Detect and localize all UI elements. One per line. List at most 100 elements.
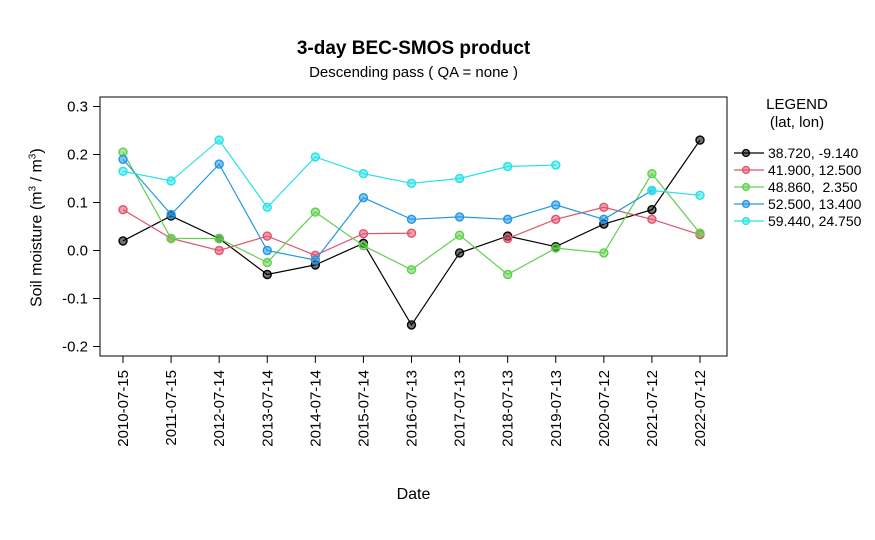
legend-line-marker-icon: [734, 182, 764, 191]
x-tick-label: 2019-07-13: [548, 370, 565, 447]
y-axis-label-text: / m: [28, 159, 46, 186]
legend-entry: 52.500, 13.400: [733, 195, 875, 212]
data-point-marker: [695, 135, 705, 145]
y-tick-label: 0.1: [67, 195, 88, 212]
legend-subtitle: (lat, lon): [769, 114, 825, 131]
x-tick-label: 2015-07-14: [355, 370, 372, 447]
chart-subtitle: Descending pass ( QA = none ): [309, 64, 518, 81]
legend: LEGEND (lat, lon) 38.720, -9.140 41.900, …: [733, 96, 875, 229]
data-point-marker: [406, 214, 417, 225]
data-point-marker: [262, 245, 272, 256]
data-point-marker: [551, 243, 561, 253]
data-point-marker: [502, 233, 513, 244]
data-point-marker: [262, 231, 272, 241]
data-point-marker: [599, 214, 609, 225]
data-point-marker: [695, 228, 705, 238]
x-tick-label: 2016-07-13: [404, 370, 421, 447]
data-point-marker: [118, 236, 128, 246]
data-point-marker: [358, 228, 369, 239]
y-tick-label: 0.0: [67, 243, 88, 260]
data-point-marker: [502, 269, 513, 280]
data-point-marker: [551, 200, 561, 210]
data-point-marker: [647, 214, 657, 225]
data-point-marker: [310, 207, 321, 217]
legend-title: LEGEND: [766, 96, 828, 113]
legend-entry-label: 48.860, 2.350: [768, 178, 858, 195]
plot-box: [99, 96, 728, 357]
y-axis-label: Soil moisture (m3 / m3): [27, 98, 46, 358]
y-axis-label-text: ): [28, 148, 46, 154]
series-line: [122, 139, 701, 209]
legend-marker: [741, 216, 751, 225]
data-point-marker: [502, 161, 513, 172]
x-tick-label: 2014-07-14: [307, 370, 324, 447]
chart-title: 3-day BEC-SMOS product: [296, 38, 531, 59]
x-tick-label: 2018-07-13: [500, 370, 517, 447]
data-point-marker: [406, 228, 417, 238]
data-point-marker: [214, 135, 224, 145]
x-tick-label: 2017-07-13: [452, 370, 469, 447]
legend-entry: 59.440, 24.750: [733, 212, 875, 229]
series-line: [122, 158, 653, 261]
data-point-marker: [166, 176, 176, 186]
data-point-marker: [599, 202, 609, 213]
data-point-marker: [551, 160, 561, 170]
data-point-marker: [695, 190, 705, 201]
y-tick-label: 0.2: [67, 147, 88, 164]
y-tick-label: 0.3: [67, 99, 88, 116]
data-point-marker: [262, 269, 272, 280]
legend-line-marker-icon: [734, 148, 764, 157]
x-axis-label: Date: [396, 486, 431, 503]
data-point-marker: [358, 192, 369, 203]
data-point-marker: [454, 173, 465, 184]
data-point-marker: [647, 168, 657, 179]
data-point-marker: [454, 248, 465, 258]
y-tick-label: -0.1: [62, 291, 88, 308]
data-point-marker: [310, 152, 321, 162]
data-point-marker: [647, 204, 657, 215]
x-tick-label: 2012-07-14: [211, 370, 228, 447]
data-point-marker: [262, 202, 272, 213]
data-point-marker: [118, 204, 128, 215]
data-point-marker: [310, 255, 321, 265]
data-point-marker: [358, 240, 369, 251]
x-tick-label: 2020-07-12: [596, 370, 613, 447]
legend-entry-label: 41.900, 12.500: [768, 161, 862, 178]
x-tick-label: 2011-07-15: [163, 370, 180, 446]
legend-entry-label: 38.720, -9.140: [768, 144, 859, 161]
y-axis-label-text: Soil moisture (m: [28, 191, 46, 308]
x-tick-label: 2013-07-14: [259, 370, 276, 447]
y-tick-label: -0.2: [62, 339, 88, 356]
data-point-marker: [599, 248, 609, 258]
legend-entry: 38.720, -9.140: [733, 144, 875, 161]
legend-entry: 48.860, 2.350: [733, 178, 875, 195]
data-point-marker: [214, 245, 224, 256]
x-tick-label: 2021-07-12: [644, 370, 661, 447]
legend-line-marker-icon: [734, 199, 764, 208]
data-point-marker: [647, 185, 657, 196]
data-point-marker: [358, 168, 369, 179]
data-point-marker: [214, 159, 224, 169]
legend-entry-label: 52.500, 13.400: [768, 195, 862, 212]
data-point-marker: [502, 214, 513, 225]
x-tick-label: 2010-07-15: [115, 370, 132, 447]
y-axis-label-sup: 3: [27, 153, 39, 160]
data-point-marker: [166, 209, 176, 220]
data-point-marker: [406, 178, 417, 189]
legend-line-marker-icon: [734, 165, 764, 174]
data-point-marker: [166, 233, 176, 244]
y-axis-label-sup: 3: [27, 185, 39, 192]
data-point-marker: [406, 265, 417, 275]
legend-marker: [741, 182, 751, 191]
data-point-marker: [118, 154, 128, 165]
legend-marker: [741, 148, 751, 157]
x-tick-label: 2022-07-12: [692, 370, 709, 447]
legend-entries: 38.720, -9.140 41.900, 12.500 48.860, 2.35…: [733, 144, 875, 229]
legend-line-marker-icon: [734, 216, 764, 225]
legend-entry-label: 59.440, 24.750: [768, 212, 862, 229]
data-point-marker: [262, 257, 272, 268]
data-point-marker: [406, 320, 417, 330]
legend-marker: [741, 165, 751, 174]
